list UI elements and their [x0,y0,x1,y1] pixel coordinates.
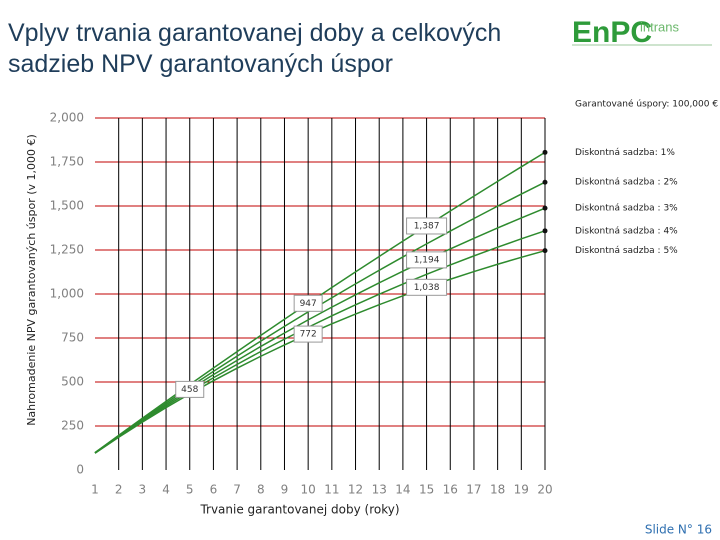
y-tick-label: 1,000 [50,287,84,301]
legend-label: Diskontná sadzba : 2% [575,178,678,188]
series-line [94,207,546,454]
value-label-box [293,294,323,312]
y-tick-label: 1,750 [50,155,84,169]
x-axis-label: Trvanie garantovanej doby (roky) [199,503,399,517]
value-label: 458 [181,385,198,395]
x-tick-label: 4 [162,483,170,497]
logo: EnPC [572,16,652,49]
series-line [94,230,546,454]
x-tick-label: 11 [324,483,339,497]
slide-title: Vplyv trvania garantovanej doby a celkov… [8,19,502,78]
x-tick-label: 18 [490,483,505,497]
value-label-box [293,325,323,343]
legend-label: Diskontná sadzba: 1% [575,148,675,158]
legend-label: Diskontná sadzba : 4% [575,226,678,236]
x-tick-label: 20 [537,483,552,497]
end-marker [542,248,548,254]
x-tick-label: 1 [91,483,99,497]
value-label-box [406,251,448,269]
y-tick-label: 1,500 [50,199,84,213]
value-label-box [175,380,205,398]
x-tick-label: 6 [210,483,218,497]
slide-number: Slide N° 16 [645,523,712,537]
y-tick-label: 1,250 [50,243,84,257]
annotation: Garantované úspory: 100,000 € za rok [575,99,720,110]
x-tick-label: 14 [395,483,410,497]
y-tick-label: 250 [61,419,84,433]
y-tick-label: 750 [61,331,84,345]
x-tick-label: 19 [514,483,529,497]
y-tick-label: 0 [76,463,84,477]
logo-sub: intrans [640,19,680,34]
y-tick-label: 2,000 [50,111,84,125]
value-label: 947 [300,299,317,309]
x-tick-label: 16 [443,483,458,497]
x-tick-label: 12 [348,483,363,497]
end-marker [542,179,548,185]
x-tick-label: 9 [281,483,289,497]
value-label: 1,194 [414,255,440,265]
x-tick-label: 15 [419,483,434,497]
x-tick-label: 3 [139,483,147,497]
value-label: 772 [300,330,317,340]
series-line [94,181,546,454]
end-marker [542,149,548,155]
value-label-box [406,278,448,296]
y-axis-label: Nahromadenie NPV garantovaných úspor (v … [25,134,38,426]
value-label: 1,387 [414,221,440,231]
end-marker [542,228,548,234]
legend-label: Diskontná sadzba : 5% [575,246,678,256]
legend-label: Diskontná sadzba : 3% [575,204,678,214]
x-tick-label: 17 [466,483,481,497]
value-label: 1,038 [414,283,440,293]
x-tick-label: 2 [115,483,123,497]
end-marker [542,205,548,211]
series-line [94,249,546,454]
x-tick-label: 7 [233,483,241,497]
x-tick-label: 13 [372,483,387,497]
x-tick-label: 5 [186,483,194,497]
value-label-box [406,217,448,235]
x-tick-label: 10 [301,483,316,497]
y-tick-label: 500 [61,375,84,389]
x-tick-label: 8 [257,483,265,497]
